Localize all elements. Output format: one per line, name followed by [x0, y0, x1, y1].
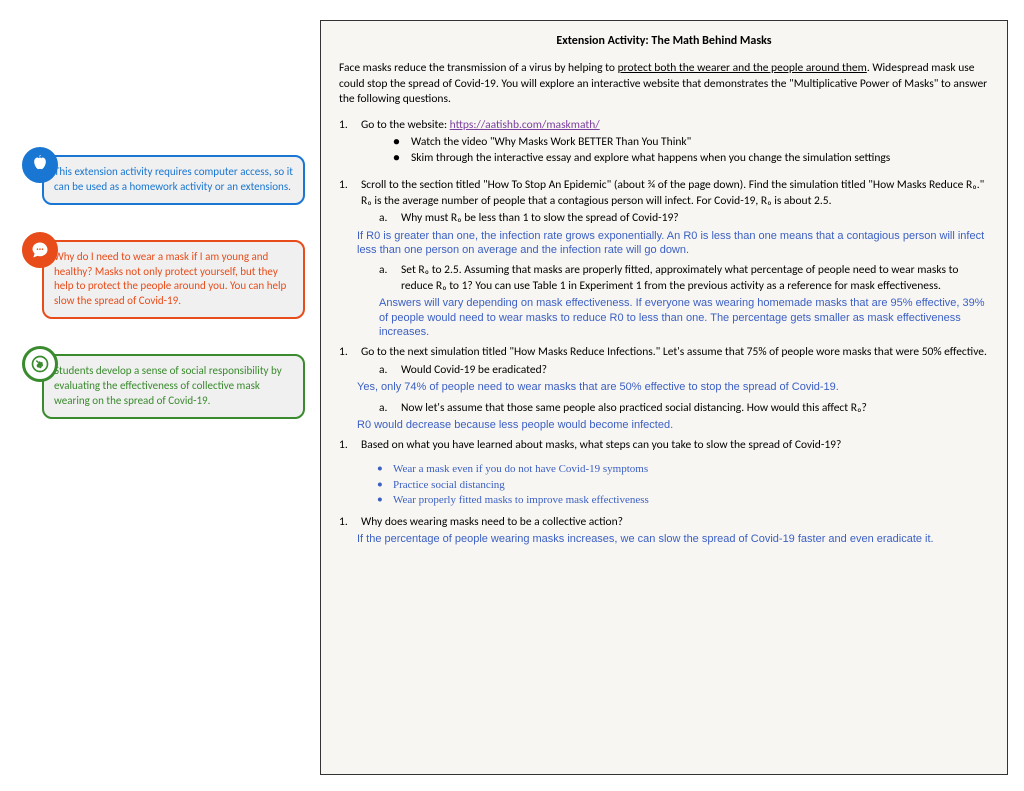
globe-icon	[22, 346, 58, 382]
maskmath-link[interactable]: https://aatishb.com/maskmath/	[450, 118, 600, 132]
question-2b: a.Set R₀ to 2.5. Assuming that masks are…	[339, 261, 989, 294]
question-4: 1. Based on what you have learned about …	[339, 438, 989, 454]
apple-icon	[22, 147, 58, 183]
question-3: 1. Go to the next simulation titled "How…	[339, 345, 989, 378]
answer-2b: Answers will vary depending on mask effe…	[379, 296, 989, 339]
callout-social-responsibility: Students develop a sense of social respo…	[42, 354, 305, 419]
page-title: Extension Activity: The Math Behind Mask…	[339, 33, 989, 49]
answer-5: If the percentage of people wearing mask…	[357, 532, 989, 546]
answer-3b: R0 would decrease because less people wo…	[357, 418, 989, 432]
intro-paragraph: Face masks reduce the transmission of a …	[339, 61, 989, 108]
answer-2a: If R0 is greater than one, the infection…	[357, 229, 989, 258]
callout-computer-access: This extension activity requires compute…	[42, 155, 305, 205]
answer-4: •Wear a mask even if you do not have Cov…	[377, 462, 989, 509]
main-document: Extension Activity: The Math Behind Mask…	[320, 20, 1008, 775]
callout-why-mask: Why do I need to wear a mask if I am you…	[42, 240, 305, 319]
answer-3a: Yes, only 74% of people need to wear mas…	[357, 380, 989, 394]
callout-text: Why do I need to wear a mask if I am you…	[54, 250, 286, 308]
sidebar: This extension activity requires compute…	[20, 155, 305, 454]
callout-text: Students develop a sense of social respo…	[54, 364, 282, 407]
question-1: 1. Go to the website: https://aatishb.co…	[339, 118, 989, 173]
speech-icon	[22, 232, 58, 268]
callout-text: This extension activity requires compute…	[54, 165, 293, 193]
question-5: 1. Why does wearing masks need to be a c…	[339, 515, 989, 531]
question-3b: a.Now let's assume that those same peopl…	[339, 399, 989, 417]
question-2: 1. Scroll to the section titled "How To …	[339, 178, 989, 227]
